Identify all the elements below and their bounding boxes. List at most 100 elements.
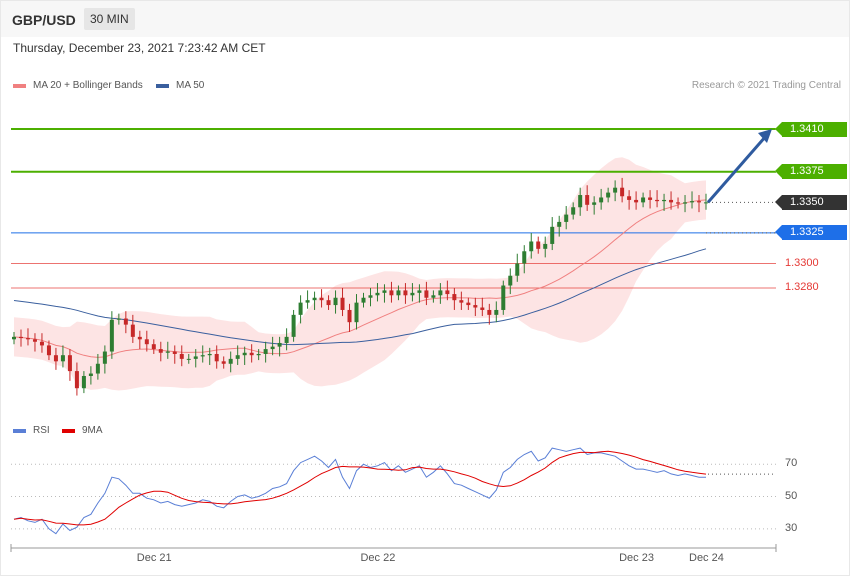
candle-body [494, 309, 499, 315]
candle-body [74, 371, 79, 389]
candle-body [298, 302, 303, 315]
candle-body [319, 297, 324, 301]
candle-body [634, 199, 639, 203]
candle-body [529, 241, 534, 252]
candle-body [515, 263, 520, 276]
candle-body [144, 339, 149, 345]
level-label-1.3300: 1.3300 [785, 256, 819, 269]
target-arrow-shaft [706, 135, 768, 204]
level-tag-1.3410: 1.3410 [775, 121, 847, 137]
level-tag-pointer [775, 164, 782, 179]
bollinger-band-area [14, 157, 706, 391]
candle-body [424, 290, 429, 298]
candle-body [508, 275, 513, 286]
candle-body [228, 358, 233, 364]
level-tag-1.3325: 1.3325 [775, 225, 847, 241]
candle-body [249, 352, 254, 356]
candle-body [270, 346, 275, 350]
candle-body [88, 373, 93, 376]
ma20-label: MA 20 + Bollinger Bands [33, 80, 143, 91]
candle-body [557, 221, 562, 227]
candle-body [606, 192, 611, 198]
candle-body [690, 201, 695, 203]
rsi-guide-label-70: 70 [785, 457, 798, 470]
x-tick-label: Dec 21 [136, 552, 172, 564]
ma20-line [13, 199, 707, 358]
candle-body [669, 199, 674, 203]
candle-body [655, 199, 660, 202]
candle-body [221, 361, 226, 364]
candle-body [697, 201, 702, 203]
candle-body [473, 305, 478, 308]
candle-body [284, 336, 289, 343]
candle-body [158, 349, 163, 353]
candle-body [466, 302, 471, 306]
datetime-label: Thursday, December 23, 2021 7:23:42 AM C… [13, 41, 266, 55]
x-tick-label: Dec 23 [619, 552, 654, 564]
candle-body [564, 214, 569, 222]
candle-body [326, 300, 331, 306]
candle-body [648, 197, 653, 200]
credit-label: Research © 2021 Trading Central [691, 80, 841, 91]
candle-body [60, 355, 65, 362]
candle-body [312, 297, 317, 301]
candle-body [172, 351, 177, 354]
candle-body [235, 355, 240, 359]
candle-body [39, 341, 44, 346]
x-tick-label: Dec 24 [689, 552, 724, 564]
interval-badge[interactable]: 30 MIN [84, 8, 135, 30]
candle-body [291, 314, 296, 337]
rsi-9ma-line [13, 450, 707, 526]
candle-body [179, 353, 184, 359]
candle-body [501, 285, 506, 310]
candle-body [536, 241, 541, 249]
candle-body [410, 292, 415, 296]
candle-body [641, 197, 646, 203]
candle-body [368, 295, 373, 298]
candle-body [676, 202, 681, 204]
candle-body [333, 297, 338, 306]
candle-body [354, 302, 359, 323]
candle-body [25, 338, 30, 340]
candle-body [242, 352, 247, 356]
candle-body [130, 324, 135, 337]
level-tag-pointer [775, 121, 782, 136]
level-tag-pointer [775, 194, 782, 209]
level-tag-1.3350: 1.3350 [775, 194, 847, 210]
candle-body [193, 356, 198, 359]
legend-rsi: RSI [13, 425, 50, 436]
candle-body [81, 375, 86, 389]
rsi-line [13, 447, 706, 535]
legend-ma50: MA 50 [156, 80, 204, 91]
candle-body [256, 353, 261, 356]
candle-body [571, 207, 576, 215]
candle-body [32, 339, 37, 342]
candle-body [613, 187, 618, 193]
candle-body [578, 195, 583, 208]
candle-body [627, 196, 632, 200]
rsi-label: RSI [33, 425, 50, 436]
candle-body [438, 290, 443, 296]
candle-body [403, 290, 408, 296]
candle-body [67, 355, 72, 372]
candle-body [277, 342, 282, 347]
ma20-swatch [13, 83, 26, 88]
candle-body [305, 300, 310, 303]
candle-body [95, 363, 100, 374]
rsi-guide-label-50: 50 [785, 489, 798, 502]
candle-body [165, 351, 170, 353]
rsi-guide-label-30: 30 [785, 521, 798, 534]
candle-body [487, 309, 492, 315]
candle-body [592, 202, 597, 205]
candle-body [347, 309, 352, 323]
target-arrow-head [758, 129, 772, 144]
candle-body [214, 353, 219, 362]
candle-body [375, 292, 380, 296]
candle-body [263, 349, 268, 354]
rsi9-swatch [62, 428, 75, 433]
level-label-1.3280: 1.3280 [785, 280, 819, 293]
candle-body [417, 290, 422, 293]
level-tag-1.3375: 1.3375 [775, 164, 847, 180]
candle-body [12, 336, 16, 340]
